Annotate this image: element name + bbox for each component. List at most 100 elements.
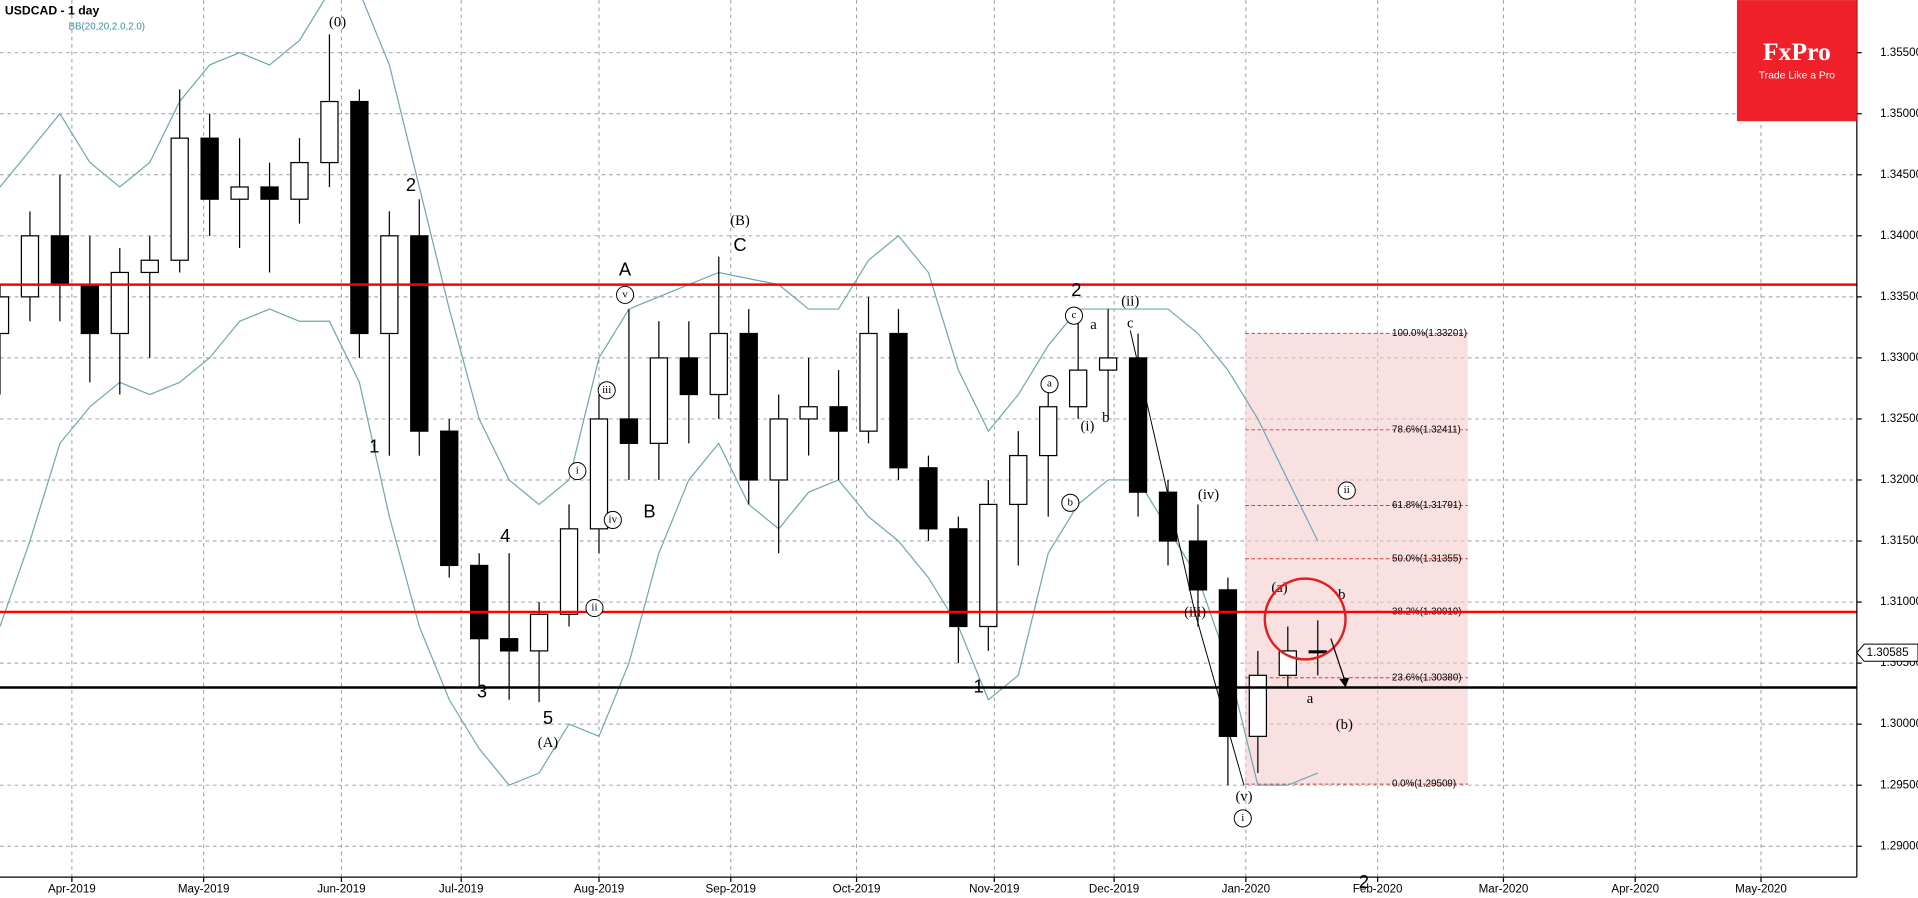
wave-label: 2 — [1359, 871, 1369, 892]
candle-body — [20, 235, 40, 298]
brand-name: FxPro — [1763, 37, 1831, 66]
annotation-circle — [1064, 306, 1084, 325]
fibonacci-label: 0.0%(1.29509) — [1392, 779, 1456, 790]
wave-label: a — [1047, 378, 1052, 390]
wave-label: (v) — [1235, 789, 1252, 805]
annotation-circle — [616, 285, 635, 304]
y-tick-label: 1.32500 — [1880, 412, 1918, 425]
wave-label: (ii) — [1121, 294, 1139, 310]
wave-label: (b) — [1336, 717, 1353, 733]
annotation-layer: (0)21435(A)iiiiiiivvAB(B)C12caa(i)bb(ii)… — [329, 15, 1369, 892]
y-tick-label: 1.30000 — [1880, 717, 1918, 730]
wave-label: (iv) — [1198, 487, 1219, 503]
annotation-circle — [1061, 493, 1080, 512]
candle-body — [949, 528, 968, 628]
candle-body — [140, 259, 159, 274]
candle-body — [80, 284, 100, 335]
x-tick-label: Aug-2019 — [574, 882, 624, 895]
candle-body — [1039, 406, 1058, 457]
fibonacci-label: 50.0%(1.31355) — [1392, 553, 1462, 564]
wave-label: B — [643, 500, 655, 521]
wave-label: (B) — [730, 213, 750, 229]
y-tick-label: 1.29000 — [1880, 839, 1918, 852]
x-tick-label: Jun-2019 — [317, 882, 365, 895]
y-tick-label: 1.34500 — [1880, 168, 1918, 181]
fibonacci-label: 78.6%(1.32411) — [1392, 424, 1461, 435]
candles-layer — [0, 34, 1327, 786]
wave-line — [1129, 330, 1196, 614]
candle-body — [1009, 454, 1028, 506]
candle-body — [529, 613, 549, 652]
projection-arrow — [1330, 638, 1345, 680]
wave-label: 2 — [1071, 279, 1081, 300]
candle-body — [290, 161, 309, 200]
x-tick-label: Mar-2020 — [1479, 882, 1529, 895]
x-tick-label: Nov-2019 — [969, 882, 1019, 895]
wave-label: ii — [591, 602, 597, 614]
annotation-circle — [1040, 375, 1059, 394]
price-tag-label: 1.30585 — [1867, 646, 1909, 659]
wave-label: A — [619, 258, 632, 279]
candle-body — [829, 406, 848, 432]
annotation-circle — [597, 381, 616, 400]
fibonacci-label: 23.6%(1.30380) — [1392, 672, 1462, 683]
candle-body — [919, 467, 938, 530]
candle-body — [410, 235, 429, 432]
candle-body — [1308, 650, 1327, 654]
brand-box — [1736, 0, 1857, 122]
arrow-head — [1339, 677, 1350, 688]
wave-label: iv — [609, 513, 618, 525]
candle-body — [1218, 589, 1238, 737]
candle-body — [230, 186, 249, 200]
wave-label: ii — [1344, 484, 1350, 496]
y-tick-label: 1.35500 — [1880, 46, 1918, 59]
wave-label: 2 — [406, 174, 416, 195]
annotation-circle — [603, 510, 622, 529]
wave-label: v — [622, 288, 628, 300]
wave-line — [1194, 612, 1245, 786]
bands-layer — [0, 0, 1319, 786]
wave-label: c — [1127, 316, 1134, 332]
candle-body — [649, 357, 669, 444]
price-tag — [1856, 643, 1918, 662]
bollinger-band — [0, 308, 1318, 786]
candle-body — [859, 332, 878, 432]
annotation-circle — [1337, 481, 1356, 500]
candle-body — [1068, 369, 1088, 408]
x-tick-label: May-2019 — [178, 882, 230, 895]
candle-body — [1248, 674, 1268, 737]
candle-body — [440, 430, 459, 567]
y-tick-label: 1.35000 — [1880, 107, 1918, 120]
indicator-label: BB(20,20,2.0,2.0) — [69, 22, 146, 33]
candle-body — [1158, 491, 1178, 542]
x-tick-label: Oct-2019 — [833, 882, 881, 895]
wave-label: iii — [602, 384, 611, 396]
wave-label: 1 — [369, 436, 379, 457]
fibonacci-layer: 100.0%(1.33201) 78.6%(1.32411) 61.8%(1.317… — [1245, 328, 1468, 790]
wave-label: a — [1307, 691, 1314, 707]
axis-layer: 1.290001.295001.300001.305001.310001.315… — [48, 46, 1918, 896]
wave-label: c — [1072, 309, 1077, 321]
candle-body — [110, 271, 129, 335]
candle-body — [499, 638, 519, 652]
candle-body — [50, 235, 70, 286]
candle-body — [709, 332, 728, 396]
chart-title: USDCAD - 1 day — [5, 3, 100, 17]
wave-label: (0) — [329, 15, 346, 31]
wave-label: b — [1338, 587, 1345, 603]
candle-body — [799, 406, 818, 420]
annotation-circle — [585, 598, 604, 618]
wave-label: (A) — [538, 735, 558, 751]
wave-label: 5 — [543, 707, 553, 728]
candle-body — [0, 296, 10, 335]
candle-body — [320, 100, 339, 164]
x-tick-label: Sep-2019 — [706, 882, 756, 895]
y-tick-label: 1.33000 — [1880, 351, 1918, 364]
candle-body — [470, 564, 489, 640]
x-tick-label: May-2020 — [1735, 882, 1787, 895]
fibonacci-label: 100.0%(1.33201) — [1392, 328, 1467, 339]
x-tick-label: Feb-2020 — [1353, 882, 1403, 895]
